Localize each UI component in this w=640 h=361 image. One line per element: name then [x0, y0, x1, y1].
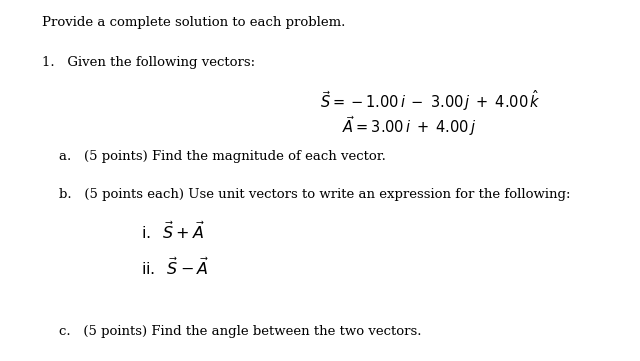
Text: a.   (5 points) Find the magnitude of each vector.: a. (5 points) Find the magnitude of each… [59, 150, 386, 163]
Text: $\vec{A} = 3.00\,\mathit{i}\; +\; 4.00\,\mathit{j}$: $\vec{A} = 3.00\,\mathit{i}\; +\; 4.00\,… [342, 114, 477, 138]
Text: $\vec{S} = -1.00\,\mathit{i}\; -\; 3.00\,\mathit{j}\; +\; 4.00\,\hat{k}$: $\vec{S} = -1.00\,\mathit{i}\; -\; 3.00\… [320, 88, 541, 113]
Text: b.   (5 points each) Use unit vectors to write an expression for the following:: b. (5 points each) Use unit vectors to w… [59, 188, 570, 201]
Text: $\mathrm{i.}\;\;\vec{S}+\vec{A}$: $\mathrm{i.}\;\;\vec{S}+\vec{A}$ [141, 222, 205, 243]
Text: 1.   Given the following vectors:: 1. Given the following vectors: [42, 56, 255, 69]
Text: Provide a complete solution to each problem.: Provide a complete solution to each prob… [42, 16, 345, 29]
Text: $\mathrm{ii.}\;\;\vec{S}-\vec{A}$: $\mathrm{ii.}\;\;\vec{S}-\vec{A}$ [141, 258, 209, 279]
Text: c.   (5 points) Find the angle between the two vectors.: c. (5 points) Find the angle between the… [59, 325, 421, 338]
